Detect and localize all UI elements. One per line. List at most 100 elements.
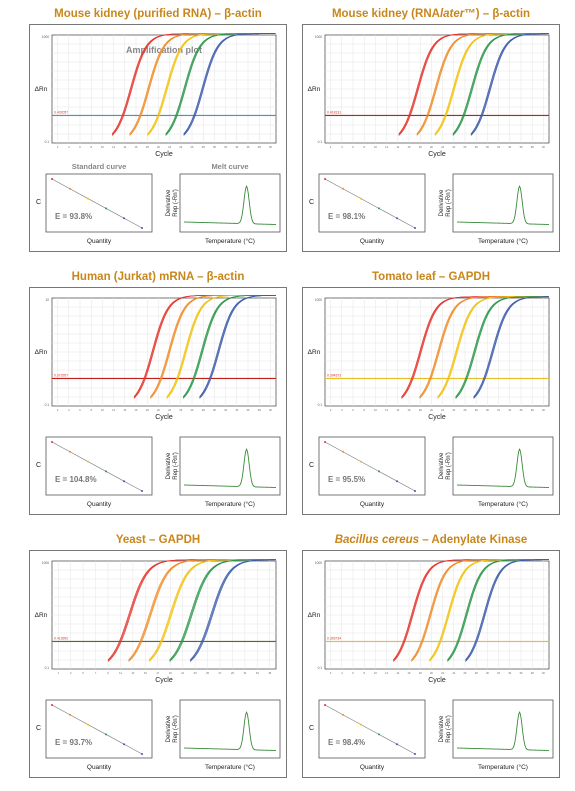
standard-curve-fit-line [51, 704, 143, 755]
amp-plot-title: Amplification plot [126, 45, 202, 55]
standard-curve-box [45, 173, 153, 233]
panel-title-pre: Mouse kidney (RNA [331, 8, 440, 20]
standard-curve-point [51, 178, 53, 180]
x-tick-label: 1 [57, 671, 59, 675]
panel-svg: 1 3 5 7 9 11 13 15 17 19 21 23 25 27 29 31 33 3510000.1ΔR… [35, 559, 281, 771]
x-tick-label: 20 [157, 145, 160, 149]
x-tick-label: 34 [508, 671, 511, 675]
efficiency-label: E = 98.4% [328, 738, 365, 747]
standard-curve-point [378, 733, 380, 736]
ct-label: C [309, 199, 314, 206]
x-tick-label: 32 [497, 145, 500, 149]
x-tick-label: 19 [169, 671, 172, 675]
amp-grid [52, 298, 276, 406]
x-tick-label: 8 [363, 408, 365, 412]
temperature-label: Temperature (°C) [478, 500, 528, 508]
y-tick-bottom: 0.1 [318, 140, 323, 144]
standard-curve-box [318, 436, 426, 496]
temperature-label: Temperature (°C) [205, 500, 255, 508]
efficiency-label: E = 95.5% [328, 475, 365, 484]
y-tick-top: 1000 [315, 298, 322, 302]
panel-svg: 2 4 6 8 10 12 14 16 18 20 22 24 26 28 30 32 34 36 38 401000… [308, 296, 554, 508]
temperature-label: Temperature (°C) [205, 237, 255, 245]
standard-curve-point [378, 207, 380, 210]
amp-curves [111, 33, 276, 136]
standard-curve-point [360, 723, 362, 726]
panel-title: Tomato leaf – GAPDH [302, 271, 560, 287]
x-tick-label: 21 [181, 671, 184, 675]
x-axis-label: Cycle [155, 151, 173, 158]
standard-curve-point [360, 197, 362, 200]
y-tick-bottom: 0.1 [318, 403, 323, 407]
x-tick-label: 12 [385, 145, 388, 149]
melt-curve-line [183, 184, 277, 225]
amp-curves [393, 559, 549, 662]
x-tick-label: 26 [464, 408, 467, 412]
threshold-label: 0.413992 [54, 636, 68, 640]
derivative-label-1: Derivative [166, 189, 172, 216]
x-tick-label: 28 [475, 145, 478, 149]
threshold-label: 0.418131 [327, 110, 341, 114]
x-tick-label: 15 [144, 671, 147, 675]
x-tick-label: 31 [243, 671, 246, 675]
amp-curves [401, 296, 549, 399]
ct-label: C [36, 725, 41, 732]
x-tick-label: 10 [374, 145, 377, 149]
x-tick-label: 33 [256, 671, 259, 675]
ct-label: C [309, 725, 314, 732]
y-tick-top: 10 [45, 298, 49, 302]
x-tick-label: 10 [101, 408, 104, 412]
x-tick-label: 28 [475, 671, 478, 675]
x-tick-label: 20 [430, 408, 433, 412]
x-tick-label: 34 [508, 408, 511, 412]
panel-frame: 2 4 6 8 10 12 14 16 18 20 22 24 26 28 30 32 34 36 38 40 1000… [302, 287, 560, 515]
x-tick-label: 11 [119, 671, 122, 675]
x-tick-label: 18 [419, 671, 422, 675]
efficiency-label: E = 93.7% [55, 738, 92, 747]
panel-svg: 2 4 6 8 10 12 14 16 18 20 22 24 26 28 30 32 34 36 38 401000… [35, 33, 281, 245]
panel-title: Yeast – GAPDH [29, 534, 287, 550]
x-tick-label: 8 [363, 145, 365, 149]
standard-curve-fit-line [51, 441, 143, 492]
x-tick-label: 26 [464, 671, 467, 675]
x-tick-label: 20 [430, 145, 433, 149]
x-tick-label: 6 [79, 408, 81, 412]
x-tick-label: 2 [330, 145, 332, 149]
standard-curve-point [141, 753, 143, 755]
standard-curve-fit-line [324, 441, 416, 492]
derivative-label-2: Rep (-Rn') [173, 452, 179, 479]
efficiency-label: E = 93.8% [55, 212, 92, 221]
ct-label: C [36, 462, 41, 469]
x-tick-label: 16 [408, 145, 411, 149]
x-axis-label: Cycle [155, 414, 173, 421]
x-tick-label: 32 [497, 408, 500, 412]
panel-svg: 2 4 6 8 10 12 14 16 18 20 22 24 26 28 30 32 34 36 38 40100.… [35, 294, 281, 508]
x-tick-label: 24 [179, 408, 182, 412]
y-axis-label: ΔRn [35, 612, 48, 619]
amp-grid [325, 561, 549, 669]
x-tick-label: 8 [90, 145, 92, 149]
panel-title-pre: Mouse kidney (purified RNA) – β-actin [54, 8, 262, 20]
amp-curves [107, 559, 276, 662]
threshold-label: 0.394373 [327, 373, 341, 377]
x-tick-label: 28 [202, 408, 205, 412]
x-tick-label: 4 [341, 671, 343, 675]
panel-svg: 2 4 6 8 10 12 14 16 18 20 22 24 26 28 30 32 34 36 38 401000… [308, 33, 554, 245]
standard-curve-fit-line [324, 178, 416, 229]
x-tick-label: 6 [79, 145, 81, 149]
x-tick-label: 17 [156, 671, 159, 675]
x-tick-label: 4 [68, 145, 70, 149]
panel-svg: 2 4 6 8 10 12 14 16 18 20 22 24 26 28 30 32 34 36 38 401000… [308, 559, 554, 771]
temperature-label: Temperature (°C) [205, 763, 255, 771]
x-tick-label: 36 [520, 145, 523, 149]
x-tick-label: 12 [112, 145, 115, 149]
x-tick-label: 34 [235, 145, 238, 149]
standard-curve-point [396, 743, 398, 746]
standard-curve-point [396, 217, 398, 220]
x-tick-label: 6 [352, 408, 354, 412]
quantity-label: Quantity [360, 501, 385, 508]
panel-frame: 1 3 5 7 9 11 13 15 17 19 21 23 25 27 29 31 33 35 1000 0.1 ΔR… [29, 550, 287, 778]
x-tick-label: 22 [441, 145, 444, 149]
panel-title-pre: Human (Jurkat) mRNA – β-actin [71, 271, 245, 283]
x-axis-label: Cycle [428, 151, 446, 158]
